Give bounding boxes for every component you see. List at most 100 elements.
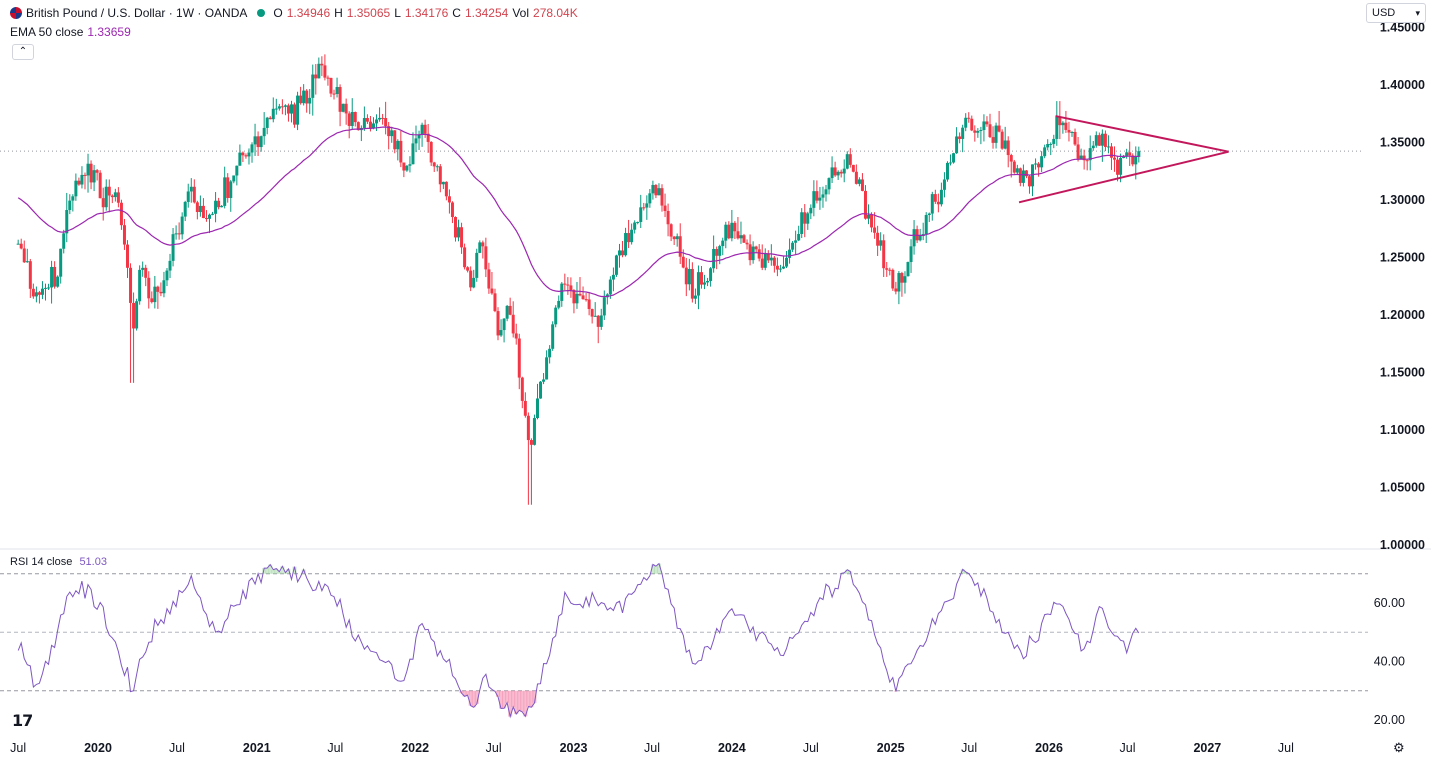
candle-body: [721, 240, 725, 247]
candle-body: [116, 192, 120, 203]
candle-body: [387, 126, 391, 137]
candle-body: [405, 165, 409, 171]
price-axis-tick-label: 1.35000: [1380, 136, 1425, 150]
candle-body: [1049, 143, 1053, 145]
candle-body: [1040, 156, 1044, 168]
candle-body: [481, 242, 485, 247]
time-axis-tick-label: Jul: [1278, 741, 1294, 755]
candle-body: [882, 240, 886, 269]
candle-body: [542, 379, 546, 382]
candle-body: [65, 210, 69, 234]
candle-body: [1018, 168, 1022, 183]
candle-body: [214, 200, 218, 214]
candle-body: [785, 257, 789, 267]
candle-body: [517, 338, 521, 378]
candle-body: [581, 295, 585, 300]
candle-body: [378, 117, 382, 120]
candle-body: [608, 279, 612, 295]
price-axis-tick-label: 1.15000: [1380, 366, 1425, 380]
candle-body: [669, 224, 673, 237]
candle-body: [22, 248, 26, 263]
collapse-legend-button[interactable]: ⌃: [12, 44, 34, 60]
candle-body: [1067, 129, 1071, 133]
low-value: 1.34176: [404, 6, 449, 20]
candle-body: [159, 291, 163, 294]
candle-body: [733, 222, 737, 232]
candle-body: [95, 170, 99, 173]
time-axis-tick-label: 2021: [243, 741, 271, 755]
candle-body: [535, 398, 539, 419]
triangle-lower-trendline: [1018, 150, 1229, 204]
candle-body: [1052, 138, 1056, 144]
candle-body: [28, 261, 32, 289]
candle-body: [68, 200, 72, 211]
candle-body: [696, 272, 700, 296]
candle-body: [651, 184, 655, 194]
candle-body: [262, 127, 266, 137]
ema-label: EMA 50 close: [10, 25, 84, 39]
time-axis-tick-label: Jul: [1120, 741, 1136, 755]
candle-body: [739, 235, 743, 239]
settings-gear-icon[interactable]: ⚙: [1393, 740, 1405, 755]
candle-body: [250, 144, 254, 153]
candle-body: [341, 103, 345, 112]
candle-body: [408, 164, 412, 166]
candle-body: [539, 381, 543, 399]
candle-body: [633, 222, 637, 230]
candle-body: [742, 235, 746, 243]
tradingview-logo-icon[interactable]: 17: [12, 711, 33, 730]
candle-body: [16, 243, 20, 245]
candle-body: [1064, 122, 1068, 130]
currency-select[interactable]: USD ▾: [1366, 3, 1426, 23]
candle-body: [557, 300, 561, 308]
candle-body: [994, 125, 998, 143]
candle-body: [92, 170, 96, 183]
candle-body: [426, 133, 430, 142]
price-axis-tick-label: 1.25000: [1380, 251, 1425, 265]
candle-body: [286, 105, 290, 114]
candle-body: [305, 90, 309, 104]
candle-body: [842, 168, 846, 174]
candle-body: [296, 95, 300, 125]
candle-body: [867, 214, 871, 219]
candle-body: [1122, 156, 1126, 158]
candle-body: [177, 233, 181, 235]
candle-body: [781, 266, 785, 269]
candle-body: [1128, 152, 1132, 156]
candle-body: [645, 203, 649, 208]
candle-body: [53, 266, 57, 287]
rsi-axis-tick-label: 60.00: [1374, 596, 1405, 610]
rsi-legend[interactable]: RSI 14 close 51.03: [10, 556, 107, 568]
symbol-legend[interactable]: British Pound / U.S. Dollar · 1W · OANDA…: [10, 6, 578, 20]
candle-body: [1003, 140, 1007, 149]
candle-body: [365, 118, 369, 122]
candle-body: [195, 202, 199, 213]
candle-body: [466, 267, 470, 271]
close-value: 1.34254: [464, 6, 509, 20]
candle-body: [727, 224, 731, 239]
candle-body: [493, 293, 497, 312]
rsi-label: RSI 14 close: [10, 556, 73, 568]
candle-body: [1027, 176, 1031, 187]
candle-body: [587, 299, 591, 310]
candle-body: [247, 152, 251, 157]
candle-body: [973, 130, 977, 133]
candle-body: [775, 265, 779, 270]
candle-body: [71, 196, 75, 201]
candle-body: [970, 118, 974, 131]
candle-body: [463, 247, 467, 268]
candle-body: [590, 309, 594, 317]
candle-body: [563, 283, 567, 285]
candle-body: [326, 77, 330, 79]
ema-legend[interactable]: EMA 50 close 1.33659: [10, 25, 131, 39]
candle-body: [132, 302, 136, 329]
candle-body: [1079, 155, 1083, 159]
candle-body: [317, 63, 321, 79]
candle-body: [712, 248, 716, 269]
candle-body: [1091, 145, 1095, 149]
candle-body: [678, 236, 682, 257]
candle-body: [453, 216, 457, 238]
candle-body: [599, 315, 603, 327]
